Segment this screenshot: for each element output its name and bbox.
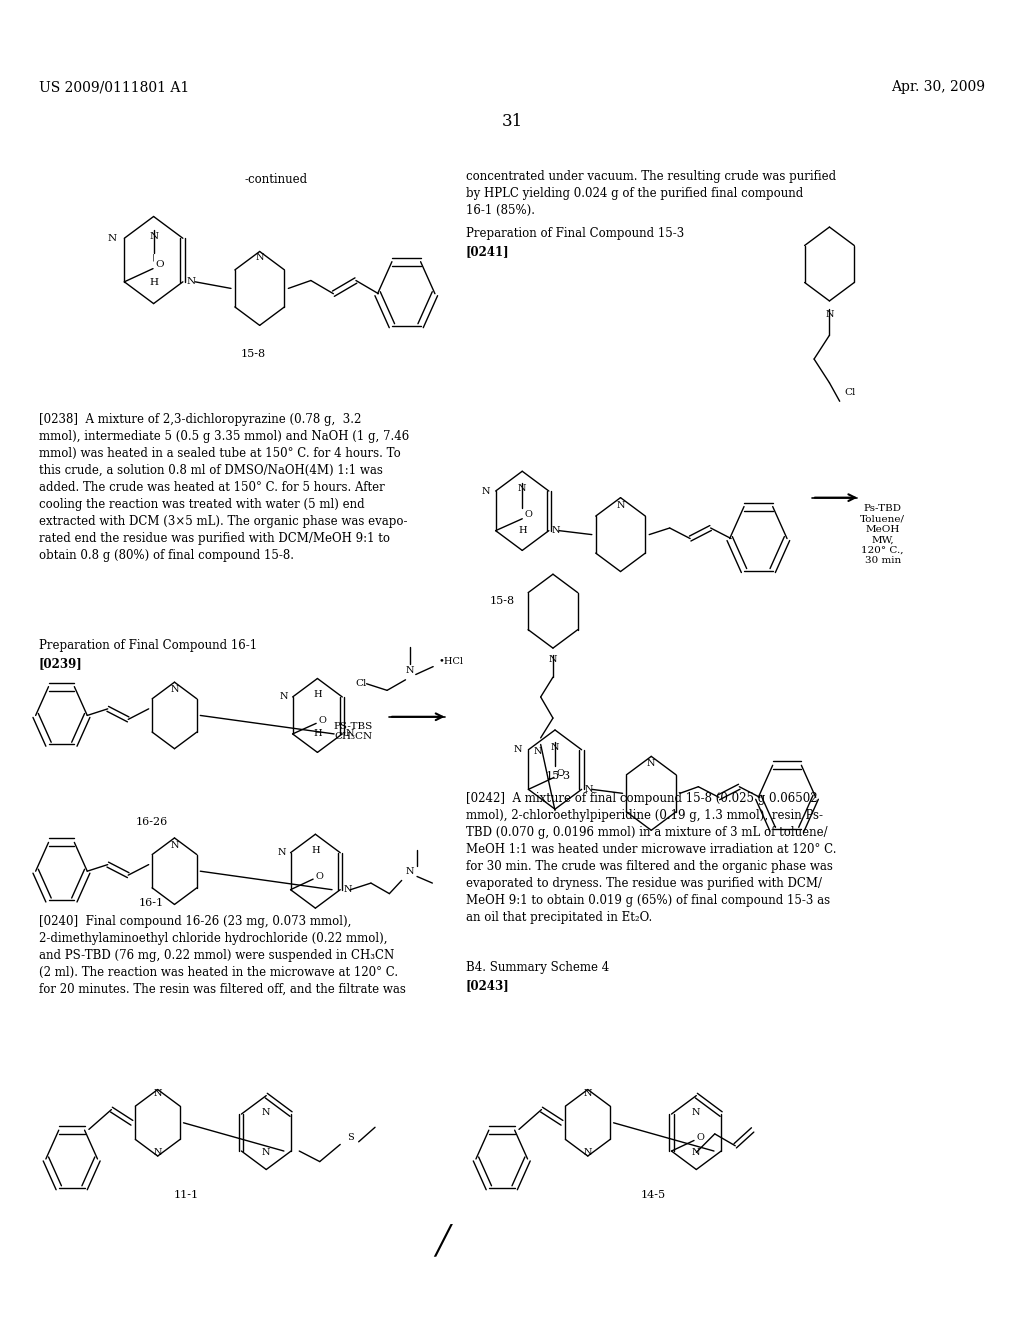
Text: N: N — [692, 1148, 700, 1156]
Text: H: H — [313, 690, 322, 698]
Text: Ps-TBD
Toluene/
MeOH
MW,
120° C.,
30 min: Ps-TBD Toluene/ MeOH MW, 120° C., 30 min — [860, 504, 905, 565]
Text: [0239]: [0239] — [39, 657, 83, 671]
Text: N: N — [278, 849, 286, 857]
Text: N: N — [825, 310, 834, 318]
Text: N: N — [345, 730, 353, 738]
Text: O: O — [315, 873, 324, 880]
Text: Apr. 30, 2009: Apr. 30, 2009 — [891, 81, 985, 94]
Text: N: N — [406, 667, 414, 675]
Text: N: N — [255, 252, 264, 261]
Text: N: N — [647, 759, 655, 768]
Text: Cl: Cl — [845, 388, 856, 396]
Text: concentrated under vacuum. The resulting crude was purified
by HPLC yielding 0.0: concentrated under vacuum. The resulting… — [466, 170, 836, 216]
Text: N: N — [186, 277, 196, 286]
Text: N: N — [343, 886, 351, 894]
Text: N: N — [280, 693, 288, 701]
Text: B4. Summary Scheme 4: B4. Summary Scheme 4 — [466, 961, 609, 974]
Text: [0243]: [0243] — [466, 979, 510, 993]
Text: O: O — [556, 770, 564, 777]
Text: O: O — [524, 511, 532, 519]
Text: Preparation of Final Compound 16-1: Preparation of Final Compound 16-1 — [39, 639, 257, 652]
Text: 15-8: 15-8 — [241, 348, 265, 359]
Text: O: O — [156, 260, 165, 269]
Text: N: N — [262, 1109, 270, 1117]
Text: 16-1: 16-1 — [139, 898, 164, 908]
Text: N: N — [262, 1148, 270, 1156]
Text: H: H — [313, 730, 322, 738]
Text: S: S — [347, 1134, 354, 1142]
Text: H: H — [518, 527, 526, 535]
Text: 15-3: 15-3 — [546, 771, 570, 781]
Text: H: H — [150, 279, 158, 286]
Text: Cl: Cl — [355, 680, 367, 688]
Text: N: N — [551, 743, 559, 751]
Text: 11-1: 11-1 — [174, 1189, 199, 1200]
Text: N: N — [584, 1089, 592, 1098]
Text: N: N — [170, 685, 179, 694]
Text: -continued: -continued — [245, 173, 308, 186]
Text: N: N — [481, 487, 489, 495]
Text: N: N — [549, 656, 557, 664]
Text: 31: 31 — [502, 114, 522, 129]
Text: [0240]  Final compound 16-26 (23 mg, 0.073 mmol),
2-dimethylaminoethyl chloride : [0240] Final compound 16-26 (23 mg, 0.07… — [39, 915, 406, 995]
Text: N: N — [616, 500, 625, 510]
Text: N: N — [692, 1109, 700, 1117]
Text: O: O — [318, 717, 327, 725]
Text: N: N — [170, 841, 179, 850]
Text: Preparation of Final Compound 15-3: Preparation of Final Compound 15-3 — [466, 227, 684, 240]
Text: N: N — [552, 527, 560, 535]
Text: [0242]  A mixture of final compound 15-8 (0.025 g 0.06502
mmol), 2-chloroethylpi: [0242] A mixture of final compound 15-8 … — [466, 792, 837, 924]
Text: 15-8: 15-8 — [489, 595, 514, 606]
Text: PS-TBS
CH₃CN: PS-TBS CH₃CN — [334, 722, 373, 741]
Text: N: N — [514, 746, 522, 754]
Text: [0238]  A mixture of 2,3-dichloropyrazine (0.78 g,  3.2
mmol), intermediate 5 (0: [0238] A mixture of 2,3-dichloropyrazine… — [39, 413, 410, 562]
Text: O: O — [696, 1134, 705, 1142]
Text: H: H — [311, 846, 319, 854]
Text: ╱: ╱ — [434, 1225, 451, 1257]
Text: •HCl: •HCl — [438, 657, 463, 665]
Text: [0241]: [0241] — [466, 246, 510, 259]
Text: N: N — [150, 232, 158, 240]
Text: N: N — [518, 484, 526, 492]
Text: |: | — [153, 253, 155, 261]
Text: N: N — [154, 1148, 162, 1156]
Text: N: N — [534, 747, 542, 755]
Text: 14-5: 14-5 — [641, 1189, 666, 1200]
Text: US 2009/0111801 A1: US 2009/0111801 A1 — [39, 81, 189, 94]
Text: 16-26: 16-26 — [135, 817, 168, 828]
Text: N: N — [108, 234, 117, 243]
Text: N: N — [584, 1148, 592, 1156]
Text: N: N — [406, 867, 414, 875]
Text: N: N — [154, 1089, 162, 1098]
Text: N: N — [585, 785, 593, 793]
